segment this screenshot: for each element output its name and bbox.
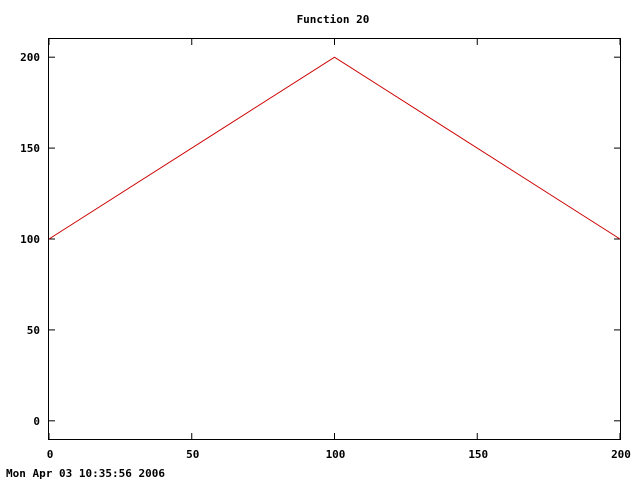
series-line [48,56,621,240]
y-tick-label: 0 [33,415,40,428]
x-tick-label: 150 [468,448,488,461]
y-tick-label: 100 [20,233,40,246]
timestamp: Mon Apr 03 10:35:56 2006 [6,467,165,480]
y-tick-label: 150 [20,142,40,155]
x-tick-label: 50 [186,448,199,461]
chart-title: Function 20 [297,13,370,26]
series-layer [48,56,621,240]
x-tick-label: 0 [47,448,54,461]
plot-frame [48,38,621,440]
x-tick-label: 200 [611,448,631,461]
series-point [49,239,50,240]
y-tick-label: 50 [27,324,40,337]
axis-ticks: 0 50 100 150 200 0 50 100 150 200 [20,39,631,461]
y-tick-label: 200 [20,51,40,64]
series-point [620,239,621,240]
series-point [334,57,335,58]
x-tick-label: 100 [326,448,346,461]
